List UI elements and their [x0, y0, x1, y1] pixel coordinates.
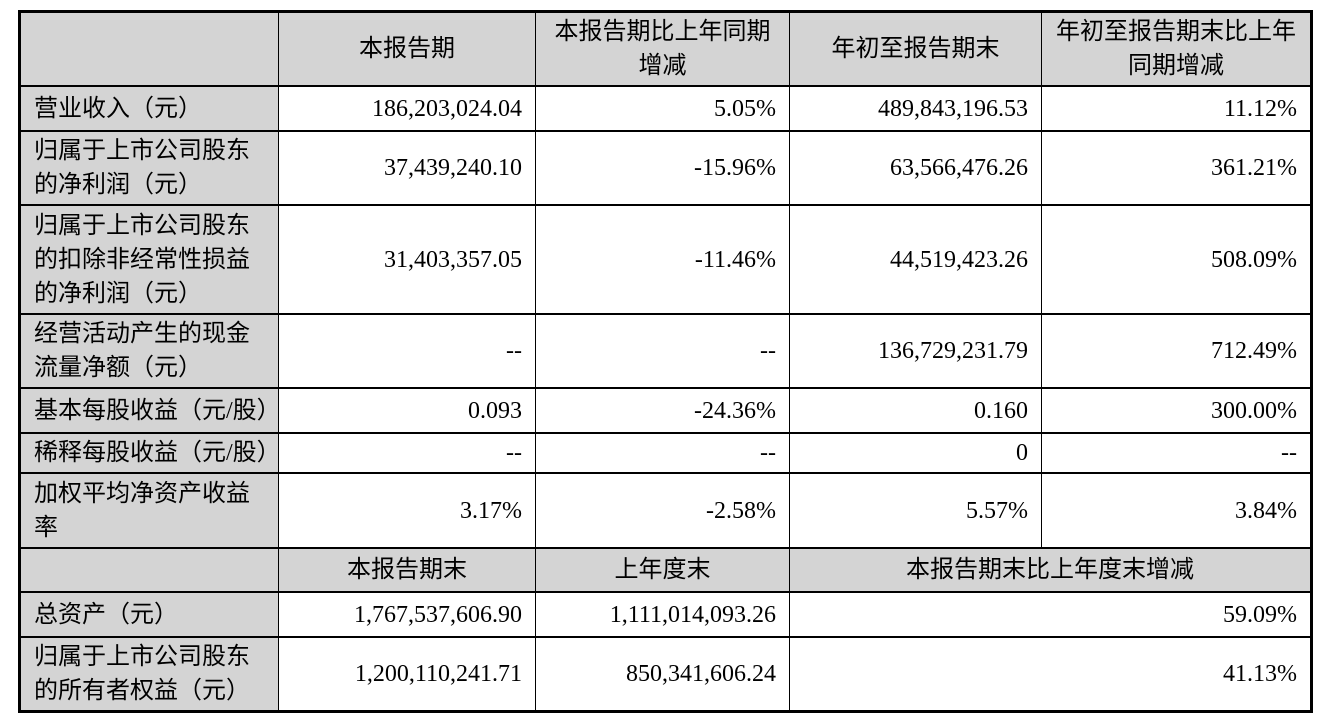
cell-ytd-yoy: 3.84%	[1041, 472, 1312, 549]
table-row-weighted-avg-roe: 加权平均净资产收益率 3.17% -2.58% 5.57% 3.84%	[19, 472, 1312, 549]
row-label: 营业收入（元）	[19, 85, 279, 132]
header-current-period: 本报告期	[278, 10, 536, 87]
cell-ytd-yoy: 712.49%	[1041, 313, 1312, 389]
header-current-period-yoy: 本报告期比上年同期增减	[535, 10, 790, 87]
cell-current: --	[278, 313, 536, 389]
cell-ytd: 0	[789, 432, 1042, 474]
cell-yoy: -2.58%	[535, 472, 790, 549]
header-corner-cell	[19, 547, 279, 593]
table-row-diluted-eps: 稀释每股收益（元/股） -- -- 0 --	[19, 432, 1312, 474]
header-row-period: 本报告期 本报告期比上年同期增减 年初至报告期末 年初至报告期末比上年同期增减	[19, 10, 1312, 87]
row-label: 基本每股收益（元/股）	[19, 387, 279, 434]
header-ytd-yoy: 年初至报告期末比上年同期增减	[1041, 10, 1312, 87]
row-label: 加权平均净资产收益率	[19, 472, 279, 549]
table-row-basic-eps: 基本每股收益（元/股） 0.093 -24.36% 0.160 300.00%	[19, 387, 1312, 434]
cell-current: 0.093	[278, 387, 536, 434]
cell-ytd: 5.57%	[789, 472, 1042, 549]
header-ytd: 年初至报告期末	[789, 10, 1042, 87]
cell-yoy: -11.46%	[535, 204, 790, 315]
cell-current: 31,403,357.05	[278, 204, 536, 315]
header-prev-year-end: 上年度末	[535, 547, 790, 593]
cell-yoy: --	[535, 313, 790, 389]
table-row-net-profit: 归属于上市公司股东的净利润（元） 37,439,240.10 -15.96% 6…	[19, 130, 1312, 206]
header-change-vs-prev-year-end: 本报告期末比上年度末增减	[789, 547, 1312, 593]
cell-current: 37,439,240.10	[278, 130, 536, 206]
cell-ytd-yoy: 361.21%	[1041, 130, 1312, 206]
header-row-balance: 本报告期末 上年度末 本报告期末比上年度末增减	[19, 547, 1312, 593]
cell-ytd: 136,729,231.79	[789, 313, 1042, 389]
cell-prev-year-end: 1,111,014,093.26	[535, 591, 790, 638]
table-row-shareholders-equity: 归属于上市公司股东的所有者权益（元） 1,200,110,241.71 850,…	[19, 636, 1312, 713]
table-row-operating-cash-flow: 经营活动产生的现金流量净额（元） -- -- 136,729,231.79 71…	[19, 313, 1312, 389]
row-label: 归属于上市公司股东的所有者权益（元）	[19, 636, 279, 713]
row-label: 稀释每股收益（元/股）	[19, 432, 279, 474]
row-label: 总资产（元）	[19, 591, 279, 638]
row-label: 经营活动产生的现金流量净额（元）	[19, 313, 279, 389]
cell-yoy: 5.05%	[535, 85, 790, 132]
cell-yoy: -15.96%	[535, 130, 790, 206]
cell-ytd: 0.160	[789, 387, 1042, 434]
cell-ytd: 489,843,196.53	[789, 85, 1042, 132]
financial-summary: 本报告期 本报告期比上年同期增减 年初至报告期末 年初至报告期末比上年同期增减 …	[18, 10, 1313, 713]
table-row-total-assets: 总资产（元） 1,767,537,606.90 1,111,014,093.26…	[19, 591, 1312, 638]
row-label: 归属于上市公司股东的净利润（元）	[19, 130, 279, 206]
cell-ytd-yoy: 11.12%	[1041, 85, 1312, 132]
cell-current: --	[278, 432, 536, 474]
cell-ytd-yoy: --	[1041, 432, 1312, 474]
header-corner-cell	[19, 10, 279, 87]
cell-ytd-yoy: 508.09%	[1041, 204, 1312, 315]
cell-ytd: 44,519,423.26	[789, 204, 1042, 315]
cell-prev-year-end: 850,341,606.24	[535, 636, 790, 713]
header-period-end: 本报告期末	[278, 547, 536, 593]
table-row-net-profit-excl-nonrecurring: 归属于上市公司股东的扣除非经常性损益的净利润（元） 31,403,357.05 …	[19, 204, 1312, 315]
cell-yoy: --	[535, 432, 790, 474]
cell-period-end: 1,200,110,241.71	[278, 636, 536, 713]
table-row-revenue: 营业收入（元） 186,203,024.04 5.05% 489,843,196…	[19, 85, 1312, 132]
cell-period-end: 1,767,537,606.90	[278, 591, 536, 638]
cell-change: 59.09%	[789, 591, 1312, 638]
cell-current: 3.17%	[278, 472, 536, 549]
cell-ytd: 63,566,476.26	[789, 130, 1042, 206]
cell-ytd-yoy: 300.00%	[1041, 387, 1312, 434]
financial-summary-table: 本报告期 本报告期比上年同期增减 年初至报告期末 年初至报告期末比上年同期增减 …	[18, 10, 1313, 713]
cell-yoy: -24.36%	[535, 387, 790, 434]
cell-change: 41.13%	[789, 636, 1312, 713]
row-label: 归属于上市公司股东的扣除非经常性损益的净利润（元）	[19, 204, 279, 315]
cell-current: 186,203,024.04	[278, 85, 536, 132]
